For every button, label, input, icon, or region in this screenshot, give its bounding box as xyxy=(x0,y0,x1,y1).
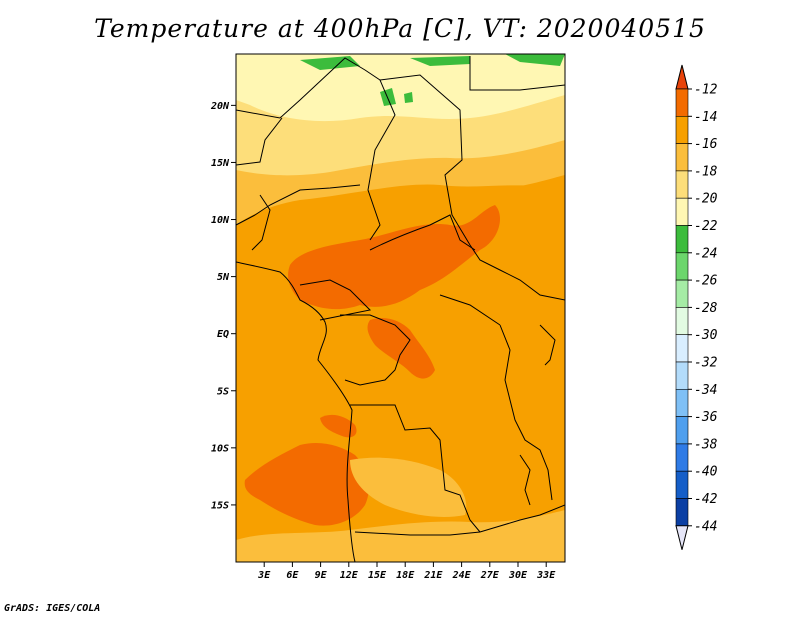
colorbar-segment xyxy=(675,470,689,499)
coastlines-borders xyxy=(236,56,565,562)
band-minus-14-south xyxy=(320,414,357,438)
lat-tick-label: EQ xyxy=(217,329,229,340)
colorbar-segment xyxy=(675,116,689,144)
lon-tick-label: 27E xyxy=(480,570,500,581)
lat-tick-label: 15N xyxy=(211,158,230,169)
lon-tick-label: 15E xyxy=(368,570,387,581)
lat-tick-label: 15S xyxy=(211,500,229,511)
lat-tick-label: 5N xyxy=(217,272,230,283)
map-frame xyxy=(235,53,566,563)
colorbar-label: -32 xyxy=(694,356,718,371)
band-minus-14-central xyxy=(367,318,435,379)
longitude-axis: 3E 6E 9E 12E 15E 18E 21E 24E 27E 30E 33E xyxy=(257,562,556,581)
lat-tick-label: 20N xyxy=(210,101,230,112)
colorbar-segment xyxy=(675,88,689,117)
band-minus-14-south xyxy=(244,443,369,526)
colorbar-label: -28 xyxy=(694,301,718,316)
band-minus-14-central xyxy=(288,205,500,310)
colorbar-label: -34 xyxy=(694,383,717,398)
colorbar-segment xyxy=(675,498,689,527)
colorbar-label: -18 xyxy=(694,164,718,179)
colorbar-label: -12 xyxy=(694,83,718,98)
lon-tick-label: 21E xyxy=(423,570,443,581)
lon-tick-label: 12E xyxy=(340,570,359,581)
colorbar-min-arrow xyxy=(675,525,689,550)
band-minus-24-spot xyxy=(380,88,396,106)
colorbar-label: -26 xyxy=(694,274,718,289)
colorbar-segment xyxy=(675,361,689,390)
colorbar-label: -36 xyxy=(694,410,718,425)
colorbar-segment xyxy=(675,443,689,472)
colorbar-segment xyxy=(675,252,689,281)
lon-tick-label: 9E xyxy=(315,570,328,581)
colorbar-segment xyxy=(675,170,689,199)
colorbar-label: -38 xyxy=(694,437,718,452)
colorbar-label: -20 xyxy=(694,192,718,207)
colorbar-segment xyxy=(675,279,689,308)
colorbar-label: -30 xyxy=(694,328,718,343)
lon-tick-label: 6E xyxy=(286,570,299,581)
colorbar-segment xyxy=(675,197,689,226)
colorbar-label: -24 xyxy=(694,246,717,261)
colorbar-label: -42 xyxy=(694,492,718,507)
band-minus-24-spot xyxy=(300,56,360,70)
lat-tick-label: 10N xyxy=(211,215,230,226)
lat-tick-label: 10S xyxy=(211,443,229,454)
lon-tick-label: 24E xyxy=(452,570,472,581)
band-minus-24-spot xyxy=(410,56,470,66)
band-minus-16-south xyxy=(236,510,565,562)
band-minus-22 xyxy=(236,54,565,122)
colorbar-segment xyxy=(675,388,689,417)
colorbar-max-arrow xyxy=(675,64,689,90)
lon-tick-label: 33E xyxy=(536,570,556,581)
band-minus-24-spot xyxy=(505,54,565,66)
colorbar-label: -40 xyxy=(694,465,718,480)
colorbar-segment xyxy=(675,143,689,172)
latitude-axis: 20N 15N 10N 5N EQ 5S 10S 15S xyxy=(210,101,236,511)
grads-credit: GrADS: IGES/COLA xyxy=(4,603,101,614)
colorbar-segment xyxy=(675,416,689,445)
colorbar: -12 -14 -16 -18 -20 -22 -24 -26 -28 -30 -32 -34 -36 -… xyxy=(675,64,718,550)
lon-tick-label: 30E xyxy=(508,570,528,581)
map-title: Temperature at 400hPa [C], VT: 202004051… xyxy=(94,14,706,43)
colorbar-segment xyxy=(675,225,689,254)
colorbar-label: -16 xyxy=(694,137,718,152)
colorbar-label: -14 xyxy=(694,110,717,125)
lon-tick-label: 3E xyxy=(257,570,271,581)
colorbar-segment xyxy=(675,334,689,363)
colorbar-label: -22 xyxy=(694,219,718,234)
colorbar-label: -44 xyxy=(694,519,717,534)
band-minus-24-spot xyxy=(404,92,413,103)
lon-tick-label: 18E xyxy=(396,570,415,581)
temperature-field xyxy=(236,54,565,562)
lat-tick-label: 5S xyxy=(217,386,229,397)
colorbar-segment xyxy=(675,307,689,335)
band-minus-16-south xyxy=(350,457,467,517)
